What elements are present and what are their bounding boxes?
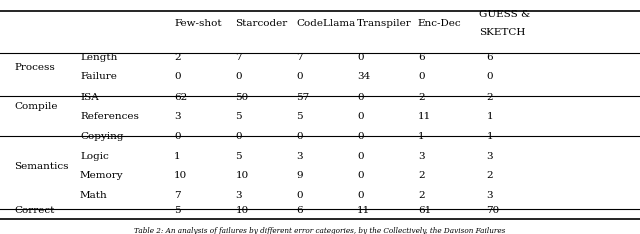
Text: SKETCH: SKETCH [479,28,525,37]
Text: 0: 0 [486,72,493,81]
Text: Logic: Logic [80,152,109,161]
Text: GUESS &: GUESS & [479,10,530,18]
Text: Table 2: An analysis of failures by different error categories, by the Collectiv: Table 2: An analysis of failures by diff… [134,227,506,234]
Text: Length: Length [80,53,117,62]
Text: 5: 5 [236,112,242,121]
Text: 10: 10 [174,171,188,180]
Text: 1: 1 [486,112,493,121]
Text: 0: 0 [296,191,303,200]
Text: 62: 62 [174,93,188,102]
Text: 3: 3 [296,152,303,161]
Text: 3: 3 [418,152,424,161]
Text: 3: 3 [486,152,493,161]
Text: 34: 34 [357,72,371,81]
Text: 0: 0 [357,53,364,62]
Text: Correct: Correct [14,206,54,215]
Text: 3: 3 [486,191,493,200]
Text: 7: 7 [236,53,242,62]
Text: 6: 6 [296,206,303,215]
Text: 5: 5 [296,112,303,121]
Text: 2: 2 [486,93,493,102]
Text: Semantics: Semantics [14,161,68,171]
Text: 0: 0 [418,72,424,81]
Text: 0: 0 [357,171,364,180]
Text: 10: 10 [236,206,249,215]
Text: Enc-Dec: Enc-Dec [418,19,461,28]
Text: 7: 7 [174,191,180,200]
Text: 11: 11 [418,112,431,121]
Text: 57: 57 [296,93,310,102]
Text: 2: 2 [418,171,424,180]
Text: 2: 2 [418,191,424,200]
Text: 10: 10 [236,171,249,180]
Text: 50: 50 [236,93,249,102]
Text: 2: 2 [174,53,180,62]
Text: Compile: Compile [14,102,58,111]
Text: 0: 0 [357,132,364,141]
Text: 0: 0 [296,132,303,141]
Text: 0: 0 [357,93,364,102]
Text: 3: 3 [236,191,242,200]
Text: 0: 0 [357,152,364,161]
Text: 0: 0 [357,112,364,121]
Text: 6: 6 [418,53,424,62]
Text: 5: 5 [236,152,242,161]
Text: 0: 0 [236,72,242,81]
Text: 11: 11 [357,206,371,215]
Text: Math: Math [80,191,108,200]
Text: 2: 2 [486,171,493,180]
Text: Failure: Failure [80,72,117,81]
Text: References: References [80,112,139,121]
Text: 0: 0 [174,132,180,141]
Text: 3: 3 [174,112,180,121]
Text: Transpiler: Transpiler [357,19,412,28]
Text: 0: 0 [357,191,364,200]
Text: 61: 61 [418,206,431,215]
Text: 0: 0 [174,72,180,81]
Text: 2: 2 [418,93,424,102]
Text: CodeLlama: CodeLlama [296,19,356,28]
Text: Copying: Copying [80,132,124,141]
Text: 1: 1 [174,152,180,161]
Text: Few-shot: Few-shot [174,19,221,28]
Text: Memory: Memory [80,171,124,180]
Text: 1: 1 [486,132,493,141]
Text: 70: 70 [486,206,500,215]
Text: 6: 6 [486,53,493,62]
Text: 9: 9 [296,171,303,180]
Text: ISA: ISA [80,93,99,102]
Text: Starcoder: Starcoder [236,19,288,28]
Text: 7: 7 [296,53,303,62]
Text: Process: Process [14,62,55,72]
Text: 0: 0 [236,132,242,141]
Text: 0: 0 [296,72,303,81]
Text: 1: 1 [418,132,424,141]
Text: 5: 5 [174,206,180,215]
